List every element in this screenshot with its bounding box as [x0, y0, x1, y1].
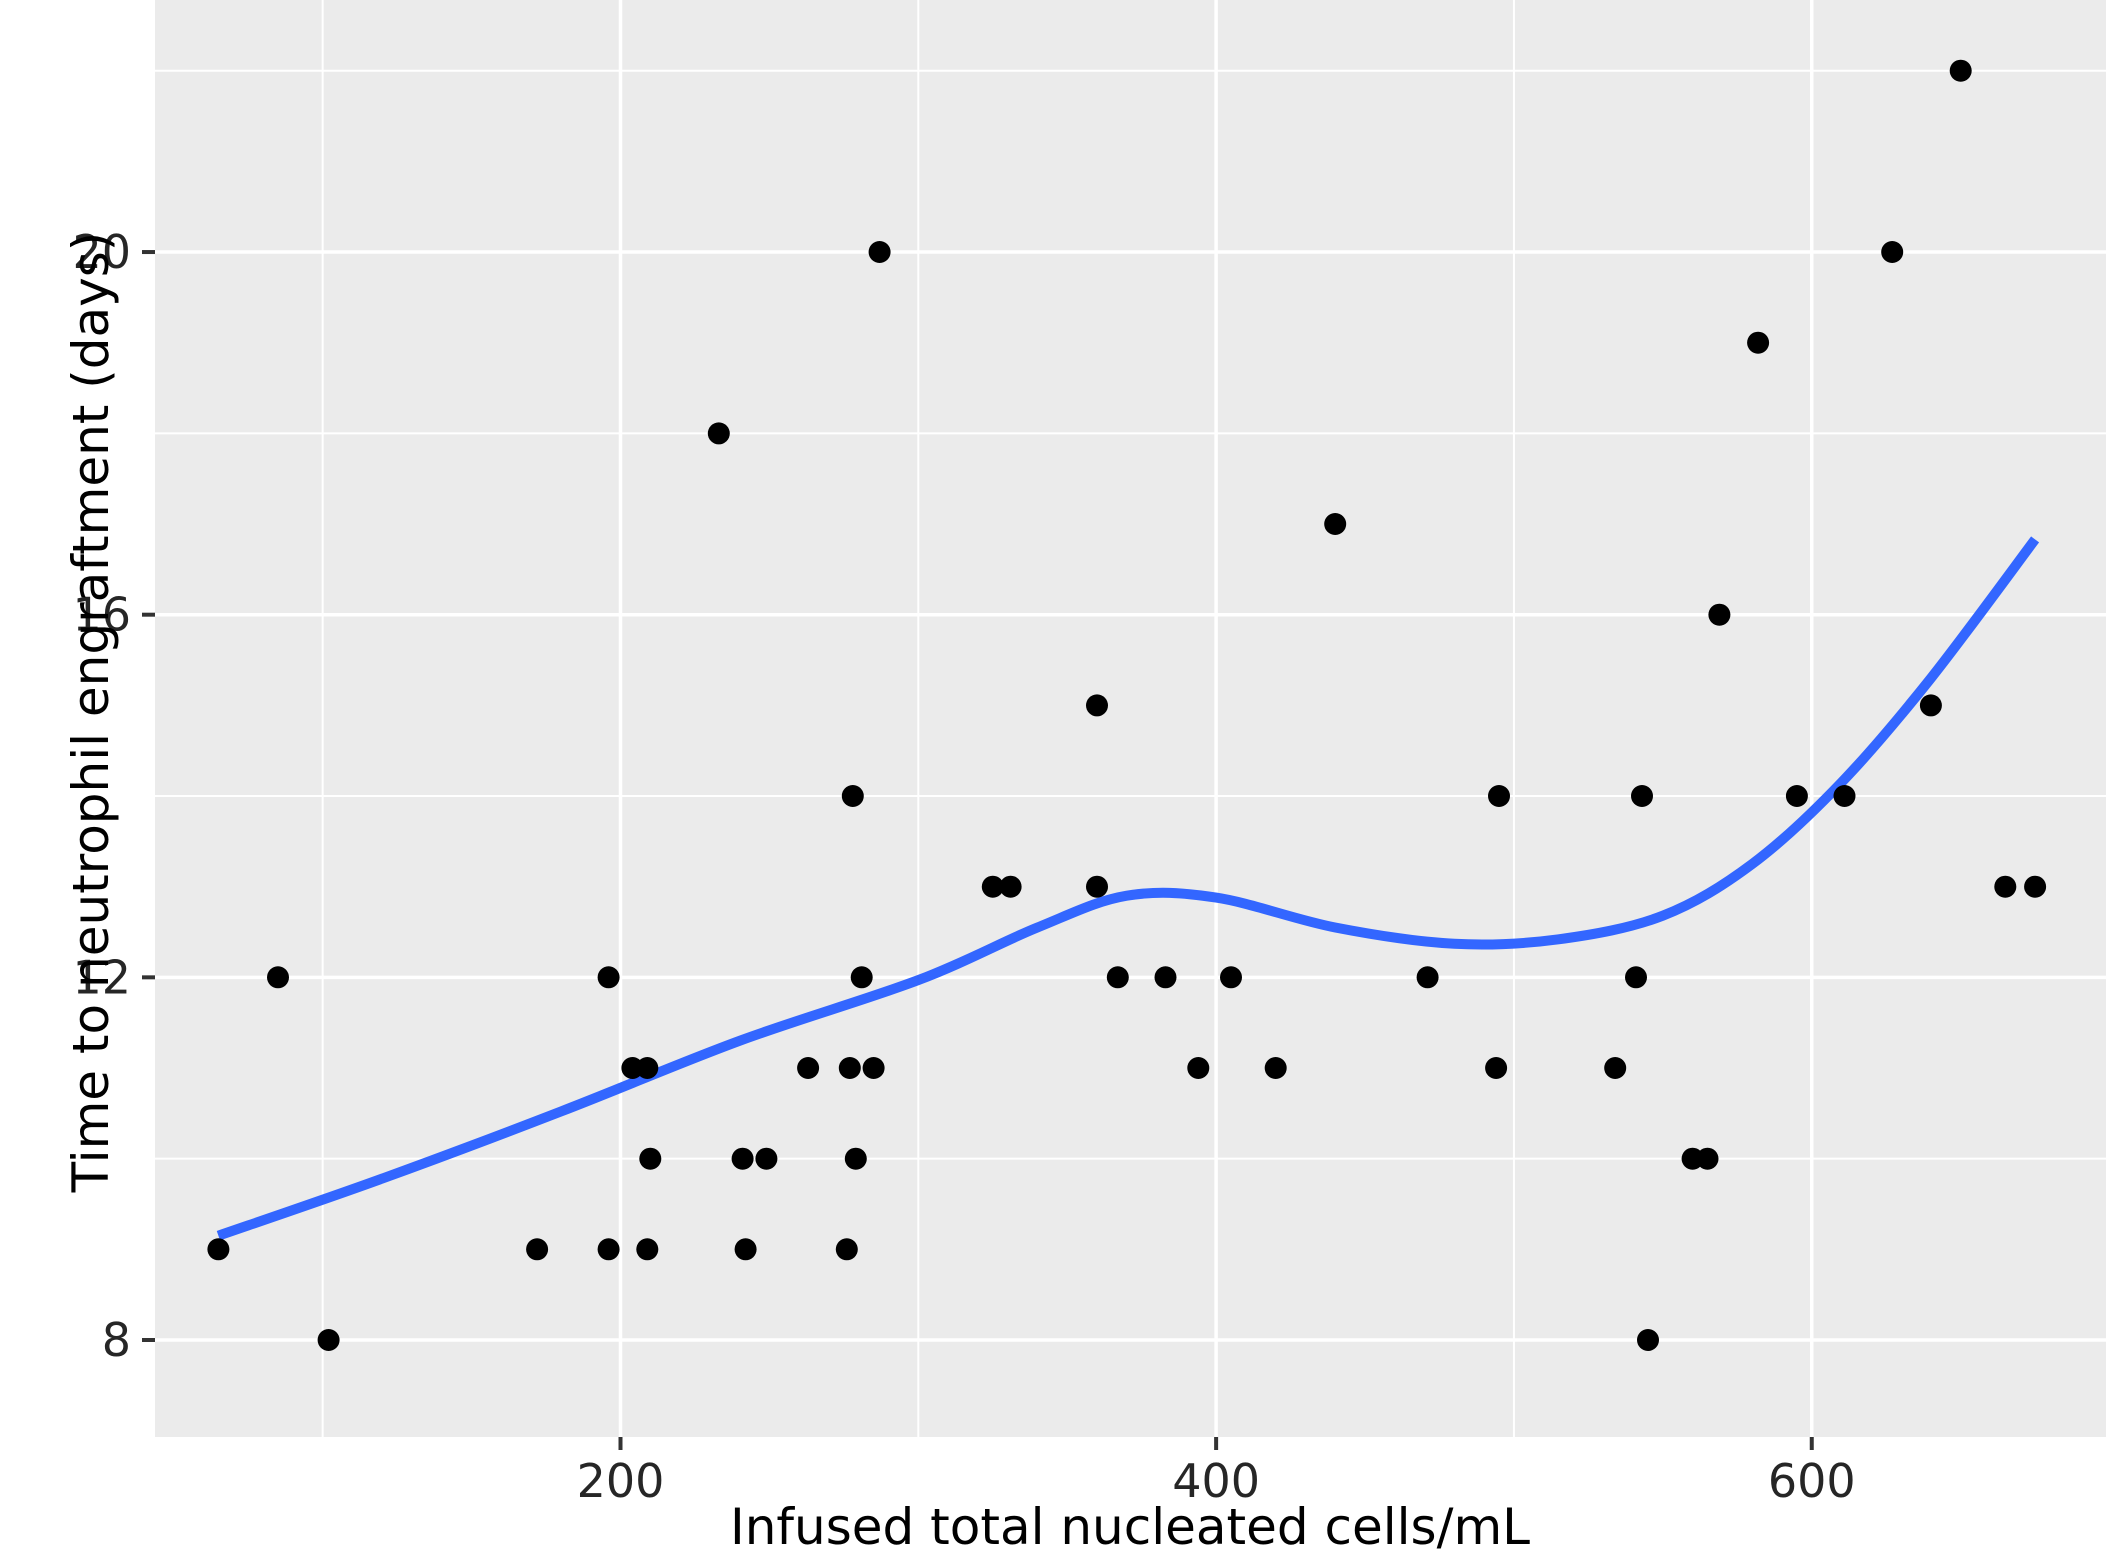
data-point [1488, 785, 1510, 807]
x-axis-tick-label: 200 [577, 1454, 665, 1508]
data-point [1994, 875, 2017, 898]
data-point [868, 241, 891, 263]
data-point [1086, 875, 1108, 898]
y-axis-tick-label: 12 [72, 950, 131, 1004]
data-point [1106, 966, 1129, 989]
data-point [1696, 1147, 1719, 1170]
x-axis-tick-label: 400 [1172, 1454, 1260, 1508]
data-point [1625, 966, 1647, 989]
data-point [1833, 785, 1856, 807]
data-point [207, 1238, 230, 1261]
data-point [797, 1057, 820, 1079]
data-point [1949, 59, 1972, 82]
data-point [317, 1329, 340, 1351]
data-point [1264, 1057, 1287, 1079]
data-point [850, 966, 873, 989]
data-point [838, 1057, 861, 1079]
data-point [636, 1238, 659, 1261]
data-point [1604, 1057, 1627, 1079]
y-axis-tick-label: 16 [72, 588, 131, 642]
data-point [636, 1057, 659, 1079]
data-point [597, 966, 620, 989]
data-point [639, 1147, 662, 1170]
data-point [999, 875, 1022, 898]
data-point [1747, 331, 1770, 354]
data-point [844, 1147, 867, 1170]
data-point [1154, 966, 1177, 989]
data-point [1631, 785, 1653, 807]
x-axis-tick-label: 600 [1768, 1454, 1856, 1508]
data-point [1187, 1057, 1210, 1079]
data-point [267, 966, 289, 989]
data-point [1785, 785, 1808, 807]
data-point [734, 1238, 757, 1261]
data-point [597, 1238, 620, 1261]
data-point [1919, 694, 1942, 717]
data-point [1881, 241, 1904, 263]
data-point [1416, 966, 1439, 989]
data-point [755, 1147, 778, 1170]
data-point [731, 1147, 754, 1170]
data-point [841, 785, 864, 807]
data-point [1708, 603, 1731, 626]
loess-smooth-line [216, 536, 2040, 1241]
data-point [1086, 694, 1108, 717]
plot-panel [155, 0, 2106, 1437]
x-axis-title: Infused total nucleated cells/mL [729, 1498, 1531, 1556]
data-point [1485, 1057, 1508, 1079]
data-point [981, 875, 1004, 898]
data-point [1324, 513, 1347, 535]
data-point [707, 422, 730, 445]
data-point [2024, 875, 2047, 898]
data-point [526, 1238, 549, 1261]
data-point [1220, 966, 1242, 989]
data-point [1637, 1329, 1659, 1351]
data-point [862, 1057, 885, 1079]
y-axis-title: Time to neutrophil engraftment (days) [62, 231, 120, 1193]
data-point [835, 1238, 858, 1261]
y-axis-tick-label: 20 [72, 225, 131, 279]
y-axis-tick-label: 8 [102, 1313, 131, 1367]
